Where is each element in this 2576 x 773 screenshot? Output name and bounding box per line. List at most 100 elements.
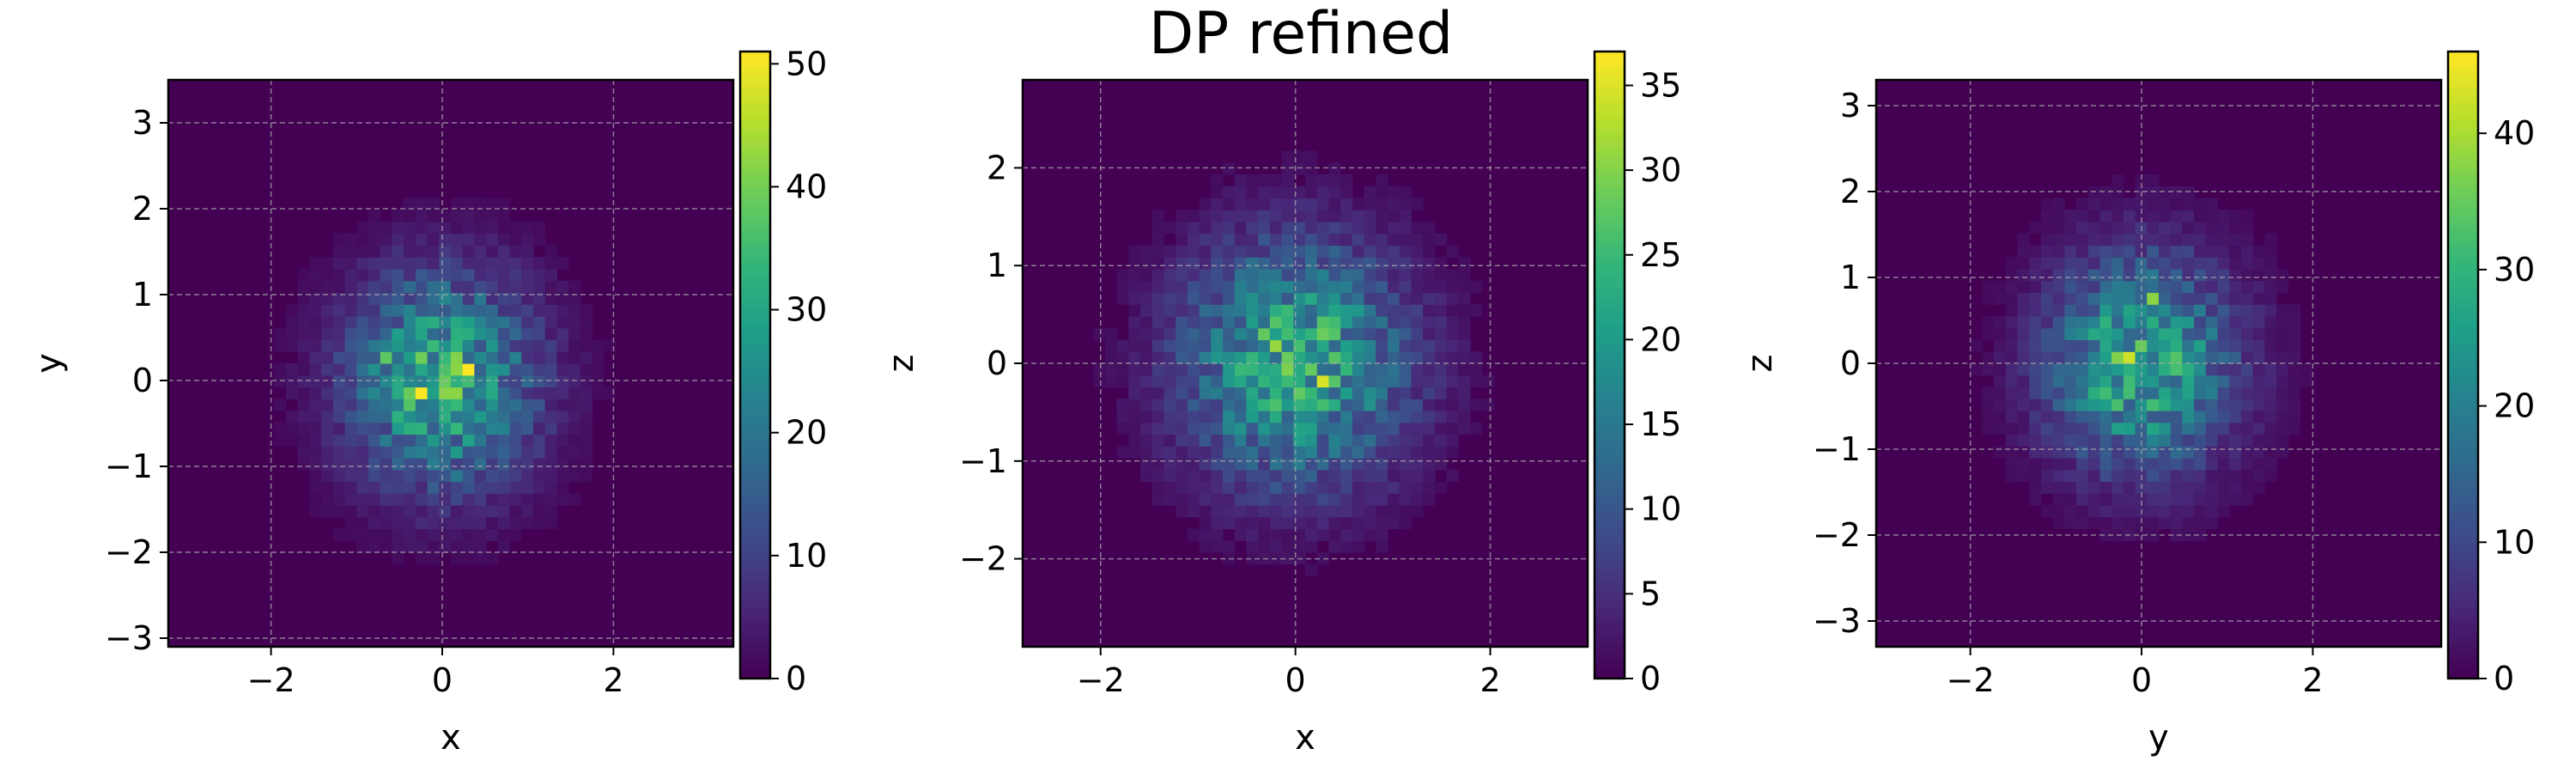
heatmap-cell (1364, 292, 1376, 305)
heatmap-cell (2240, 422, 2254, 435)
colorbar-segment (1595, 234, 1625, 240)
heatmap-cell (1423, 327, 1436, 341)
colorbar-segment (740, 428, 770, 434)
heatmap-cell (2229, 257, 2242, 270)
heatmap-cell (1258, 505, 1271, 518)
heatmap-cell (2147, 222, 2160, 234)
heatmap-cell (427, 528, 440, 541)
heatmap-cell (532, 493, 546, 506)
heatmap-cell (2170, 339, 2184, 352)
colorbar-segment (2448, 521, 2478, 528)
heatmap-cell (1411, 422, 1424, 435)
heatmap-cell (1269, 210, 1283, 222)
heatmap-cell (1187, 233, 1200, 247)
heatmap-cell (2005, 458, 2019, 471)
heatmap-cell (1423, 351, 1436, 364)
colorbar-segment (740, 589, 770, 596)
heatmap-cell (1293, 399, 1306, 411)
heatmap-cell (1151, 469, 1165, 483)
colorbar-segment (740, 547, 770, 554)
heatmap-cell (2205, 339, 2219, 352)
heatmap-cell (1128, 280, 1141, 294)
colorbar-segment (1595, 594, 1625, 601)
heatmap-cell (2182, 422, 2195, 435)
heatmap-cell (2217, 269, 2230, 282)
heatmap-cell (568, 339, 581, 352)
heatmap-cell (2182, 292, 2195, 305)
heatmap-cell (2087, 374, 2101, 388)
heatmap-cell (1434, 280, 1448, 294)
heatmap-cell (521, 292, 534, 305)
colorbar-segment (1595, 265, 1625, 272)
heatmap-cell (1140, 458, 1153, 471)
heatmap-cell (2005, 434, 2019, 447)
heatmap-cell (1994, 374, 2007, 388)
heatmap-cell (344, 233, 357, 247)
y-tick-label: −2 (105, 533, 153, 571)
heatmap-cell (1163, 280, 1176, 294)
heatmap-cell (1316, 458, 1330, 471)
heatmap-cell (439, 481, 452, 494)
heatmap-cell (356, 505, 369, 518)
heatmap-cell (1305, 222, 1318, 234)
heatmap-cell (1364, 198, 1376, 210)
heatmap-cell (1234, 210, 1248, 222)
heatmap-cell (521, 505, 534, 518)
heatmap-cell (486, 446, 499, 459)
heatmap-cell (486, 339, 499, 352)
heatmap-cell (2064, 304, 2077, 317)
heatmap-cell (1376, 528, 1388, 541)
heatmap-cell (2064, 516, 2077, 530)
heatmap-cell (2087, 316, 2101, 329)
heatmap-cell (1376, 374, 1388, 388)
colorbar-segment (1595, 57, 1625, 63)
heatmap-cell (1116, 292, 1129, 305)
heatmap-cell (1411, 505, 1424, 518)
heatmap-cell (1234, 292, 1248, 305)
colorbar-segment (740, 662, 770, 669)
heatmap-cell (486, 422, 499, 435)
heatmap-cell (286, 316, 299, 329)
heatmap-cell (1258, 516, 1271, 530)
heatmap-cell (2123, 458, 2136, 471)
heatmap-cell (415, 505, 428, 518)
heatmap-cell (415, 540, 428, 553)
colorbar-segment (1595, 380, 1625, 386)
heatmap-cell (309, 469, 322, 483)
heatmap-cell (1352, 422, 1365, 435)
heatmap-cell (1269, 304, 1283, 317)
colorbar-segment (1595, 574, 1625, 581)
heatmap-cell (1328, 469, 1341, 483)
heatmap-cell (497, 245, 511, 258)
colorbar-segment (2448, 563, 2478, 569)
colorbar-segment (1595, 119, 1625, 125)
colorbar-segment (740, 584, 770, 591)
heatmap-cell (368, 540, 381, 553)
heatmap-cell (1340, 233, 1353, 247)
heatmap-cell (2194, 505, 2207, 518)
heatmap-cell (1151, 245, 1165, 258)
heatmap-cell (2182, 516, 2195, 530)
heatmap-cell (1364, 257, 1376, 270)
heatmap-cell (2052, 446, 2065, 459)
heatmap-cell (2147, 411, 2160, 423)
heatmap-cell (1328, 316, 1341, 329)
heatmap-cell (2159, 363, 2172, 376)
colorbar-segment (740, 177, 770, 183)
heatmap-cell (1269, 493, 1283, 506)
heatmap-cell (1223, 257, 1236, 270)
heatmap-cell (1246, 351, 1259, 364)
heatmap-cell (556, 374, 569, 388)
heatmap-cell (2040, 446, 2054, 459)
heatmap-cell (1316, 174, 1330, 187)
colorbar-segment (740, 276, 770, 283)
heatmap-cell (2300, 363, 2312, 376)
heatmap-cell (1411, 411, 1424, 423)
heatmap-cell (1093, 363, 1106, 376)
heatmap-cell (2064, 269, 2077, 282)
heatmap-cell (1328, 222, 1341, 234)
heatmap-cell (1187, 446, 1200, 459)
heatmap-cell (368, 363, 381, 376)
heatmap-cell (568, 280, 581, 294)
